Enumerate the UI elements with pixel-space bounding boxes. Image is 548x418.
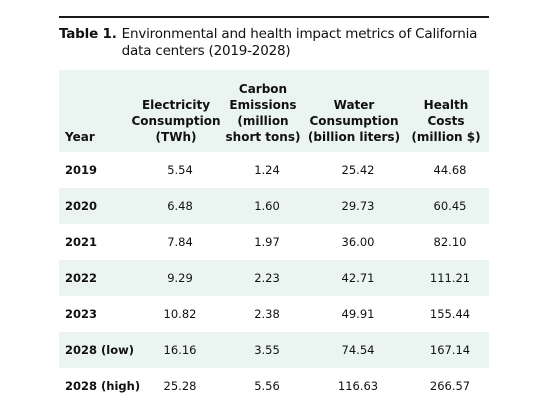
header-line: Water	[333, 98, 375, 112]
table-row: 2020 6.48 1.60 29.73 60.45	[59, 188, 489, 224]
header-line: Year	[65, 130, 95, 144]
water-cell: 25.42	[341, 163, 375, 177]
carbon-cell: 1.60	[254, 199, 280, 213]
header-line: (million	[237, 114, 289, 128]
table-row: 2028 (high) 25.28 5.56 116.63 266.57	[59, 368, 489, 404]
table-row: 2019 5.54 1.24 25.42 44.68	[59, 152, 489, 188]
top-rule	[59, 16, 489, 18]
water-cell: 36.00	[341, 235, 375, 249]
electricity-cell: 9.29	[167, 271, 193, 285]
header-line: Consumption	[309, 114, 399, 128]
carbon-cell: 1.97	[254, 235, 280, 249]
electricity-cell: 5.54	[167, 163, 193, 177]
header-water: Water Consumption (billion liters)	[305, 70, 403, 152]
year-cell: 2019	[65, 163, 98, 177]
header-line: Consumption	[131, 114, 221, 128]
electricity-cell: 10.82	[163, 307, 197, 321]
health-cell: 82.10	[433, 235, 467, 249]
header-line: (billion liters)	[307, 130, 401, 144]
year-cell: 2028 (low)	[65, 343, 134, 357]
water-cell: 74.54	[341, 343, 375, 357]
table-block: Table 1. Environmental and health impact…	[59, 16, 489, 404]
carbon-cell: 5.56	[254, 379, 280, 393]
year-cell: 2021	[65, 235, 98, 249]
carbon-cell: 2.23	[254, 271, 280, 285]
header-line: Carbon	[238, 82, 288, 96]
health-cell: 167.14	[429, 343, 471, 357]
health-cell: 155.44	[429, 307, 471, 321]
header-line: Health	[423, 98, 469, 112]
water-cell: 49.91	[341, 307, 375, 321]
water-cell: 116.63	[337, 379, 379, 393]
electricity-cell: 16.16	[163, 343, 197, 357]
header-line: short tons)	[225, 130, 301, 144]
header-line: (million $)	[411, 130, 481, 144]
header-carbon: Carbon Emissions (million short tons)	[221, 70, 305, 152]
year-cell: 2022	[65, 271, 98, 285]
table-row: 2022 9.29 2.23 42.71 111.21	[59, 260, 489, 296]
health-cell: 111.21	[429, 271, 471, 285]
carbon-cell: 2.38	[254, 307, 280, 321]
carbon-cell: 3.55	[254, 343, 280, 357]
health-cell: 266.57	[429, 379, 471, 393]
table-caption: Table 1. Environmental and health impact…	[59, 26, 489, 60]
year-cell: 2020	[65, 199, 98, 213]
header-line: (TWh)	[155, 130, 197, 144]
table-row: 2021 7.84 1.97 36.00 82.10	[59, 224, 489, 260]
header-line: Costs	[427, 114, 465, 128]
water-cell: 42.71	[341, 271, 375, 285]
water-cell: 29.73	[341, 199, 375, 213]
table-row: 2028 (low) 16.16 3.55 74.54 167.14	[59, 332, 489, 368]
header-year: Year	[59, 70, 131, 152]
carbon-cell: 1.24	[254, 163, 280, 177]
health-cell: 44.68	[433, 163, 467, 177]
electricity-cell: 7.84	[167, 235, 193, 249]
year-cell: 2023	[65, 307, 98, 321]
impact-metrics-table: Year Electricity Consumption (TWh) Carbo…	[59, 70, 489, 404]
header-row: Year Electricity Consumption (TWh) Carbo…	[59, 70, 489, 152]
header-line: Emissions	[229, 98, 297, 112]
caption-label: Table 1.	[59, 26, 117, 42]
year-cell: 2028 (high)	[65, 379, 141, 393]
health-cell: 60.45	[433, 199, 467, 213]
header-electricity: Electricity Consumption (TWh)	[131, 70, 221, 152]
header-line: Electricity	[141, 98, 211, 112]
caption-text: Environmental and health impact metrics …	[121, 26, 478, 59]
electricity-cell: 6.48	[167, 199, 193, 213]
table-row: 2023 10.82 2.38 49.91 155.44	[59, 296, 489, 332]
electricity-cell: 25.28	[163, 379, 197, 393]
header-health: Health Costs (million $)	[403, 70, 489, 152]
